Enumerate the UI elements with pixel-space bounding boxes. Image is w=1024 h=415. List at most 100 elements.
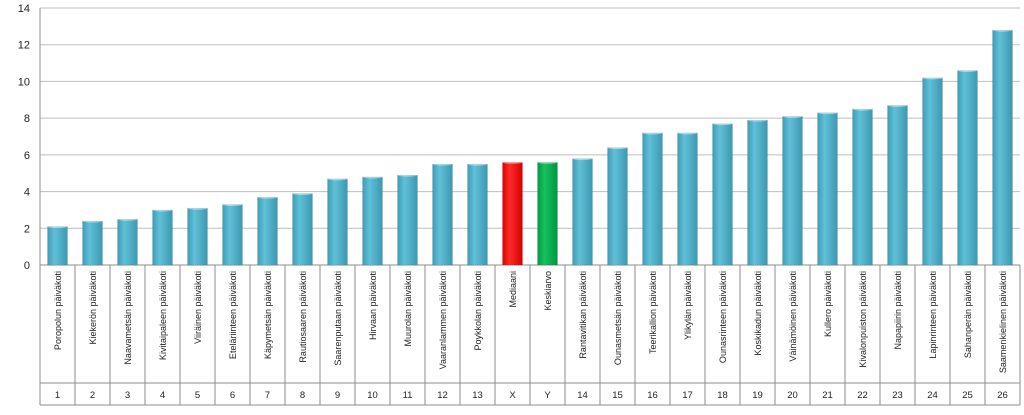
- x-index-label: 17: [682, 390, 693, 401]
- bar-top-highlight: [257, 195, 278, 199]
- bar-top-highlight: [747, 118, 768, 122]
- bar-saamenkielinen-päiväkoti: [992, 29, 1013, 266]
- x-index-label: 2: [90, 390, 95, 401]
- x-category-label: Poropolun päiväkoti: [53, 271, 63, 350]
- bar-top-highlight: [572, 156, 593, 161]
- x-index-label: Y: [544, 390, 551, 401]
- bar-top-highlight: [432, 162, 453, 166]
- bar-koskikadun-päiväkoti: [747, 119, 768, 266]
- x-category-label: Lapinrinteen päiväkoti: [928, 271, 938, 359]
- bar-kivalonpuiston-päiväkoti: [852, 108, 873, 266]
- x-index-label: 25: [962, 390, 973, 401]
- bar-top-highlight: [957, 68, 978, 73]
- bar-kullero-päiväkoti: [817, 112, 838, 266]
- y-tick-label: 0: [24, 260, 30, 272]
- bar-rantavitikan-päiväkoti: [572, 158, 593, 266]
- bar-top-highlight: [782, 114, 803, 118]
- bar-lapinrinteen-päiväkoti: [922, 77, 943, 266]
- y-tick-label: 8: [24, 113, 30, 125]
- bar-mediaani: [502, 161, 523, 266]
- x-index-label: 12: [437, 390, 448, 401]
- x-category-label: Sahanperän päiväkoti: [963, 271, 973, 358]
- x-index-label: 15: [612, 390, 623, 401]
- x-category-label: Kullero päiväkoti: [823, 271, 833, 337]
- bar-top-highlight: [642, 131, 663, 135]
- x-index-label: 19: [752, 390, 763, 401]
- bar-poropolun-päiväkoti: [47, 226, 68, 266]
- x-axis-categories: Poropolun päiväkoti 1 Kiekerön päiväkoti 2 N…: [39, 265, 1021, 406]
- bar-top-highlight: [222, 202, 243, 207]
- bar-ounasmetsän-päiväkoti: [607, 147, 628, 266]
- x-index-label: 23: [892, 390, 903, 401]
- x-index-label: 21: [822, 390, 833, 401]
- x-category-label: Kivitaipaleen päiväkoti: [158, 271, 168, 360]
- x-category-label: Käpymetsän päiväkoti: [263, 271, 273, 359]
- bar-väinämöinen-päiväkoti: [782, 116, 803, 266]
- x-category-label: Naavametsän päiväkoti: [123, 271, 133, 365]
- x-category-label: Poykkolan päiväkoti: [473, 271, 483, 351]
- bar-top-highlight: [467, 162, 488, 166]
- x-index-label: 5: [195, 390, 200, 401]
- x-category-label: Hirvaan päiväkoti: [368, 271, 378, 340]
- x-index-label: X: [509, 390, 516, 401]
- y-tick-label: 6: [24, 150, 30, 162]
- x-index-label: 7: [265, 390, 270, 401]
- x-index-label: 16: [647, 390, 658, 401]
- bar-rautiosaaren-päiväkoti: [292, 193, 313, 266]
- bar-top-highlight: [362, 175, 383, 179]
- bar-muurolan-päiväkoti: [397, 174, 418, 266]
- bar-top-highlight: [117, 217, 138, 221]
- x-category-label: Väinämöinen päiväkoti: [788, 271, 798, 362]
- x-category-label: Rantavitikan päiväkoti: [578, 271, 588, 359]
- x-category-label: Koskikadun päiväkoti: [753, 271, 763, 356]
- bar-top-highlight: [502, 160, 523, 164]
- x-index-label: 1: [55, 390, 60, 401]
- x-category-label: Ounasmetsän päiväkoti: [613, 271, 623, 365]
- x-category-label: Napapiirin päiväkoti: [893, 271, 903, 350]
- y-tick-label: 4: [24, 187, 30, 199]
- y-tick-label: 2: [24, 223, 30, 235]
- x-category-label: Muurolan päiväkoti: [403, 271, 413, 347]
- x-index-label: 13: [472, 390, 483, 401]
- bar-ylikylän-päiväkoti: [677, 132, 698, 266]
- bar-top-highlight: [992, 28, 1013, 32]
- x-category-label: Eteläriinteen päiväkoti: [228, 271, 238, 359]
- x-index-label: 9: [335, 390, 340, 401]
- bar-sahanperän-päiväkoti: [957, 70, 978, 266]
- x-category-label: Ylikylän päiväkoti: [683, 271, 693, 340]
- bar-vaaranlammen-päiväkoti: [432, 163, 453, 266]
- x-category-label: Viiräinen päiväkoti: [193, 271, 203, 344]
- x-index-label: 4: [160, 390, 165, 401]
- bar-top-highlight: [852, 107, 873, 111]
- bar-poykkolan-päiväkoti: [467, 163, 488, 266]
- bar-top-highlight: [887, 103, 908, 107]
- x-category-label: Teerikallion päiväkoti: [648, 271, 658, 354]
- bar-top-highlight: [922, 76, 943, 80]
- bar-top-highlight: [607, 145, 628, 150]
- bar-top-highlight: [47, 224, 68, 229]
- gridlines: [40, 7, 1020, 229]
- x-index-label: 24: [927, 390, 938, 401]
- bar-top-highlight: [397, 173, 418, 177]
- bar-top-highlight: [152, 208, 173, 212]
- bar-top-highlight: [712, 122, 733, 126]
- bar-top-highlight: [82, 219, 103, 223]
- bar-käpymetsän-päiväkoti: [257, 196, 278, 266]
- x-index-label: 20: [787, 390, 798, 401]
- bar-top-highlight: [292, 191, 313, 196]
- x-index-label: 3: [125, 390, 130, 401]
- bar-top-highlight: [187, 206, 208, 210]
- bar-kiekerön-päiväkoti: [82, 220, 103, 266]
- x-category-label: Saarenputaan päiväkoti: [333, 271, 343, 366]
- y-tick-label: 14: [18, 3, 30, 15]
- x-category-label: Kiekerön päiväkoti: [88, 271, 98, 345]
- x-category-label: Keskiarvo: [543, 271, 553, 311]
- x-category-label: Kivalonpuiston päiväkoti: [858, 271, 868, 368]
- bar-top-highlight: [327, 177, 348, 181]
- x-category-label: Ounasrinteen päiväkoti: [718, 271, 728, 363]
- bar-viiräinen-päiväkoti: [187, 207, 208, 266]
- bar-top-highlight: [817, 111, 838, 115]
- bar-top-highlight: [537, 160, 558, 164]
- x-index-label: 8: [300, 390, 305, 401]
- bar-napapiirin-päiväkoti: [887, 105, 908, 266]
